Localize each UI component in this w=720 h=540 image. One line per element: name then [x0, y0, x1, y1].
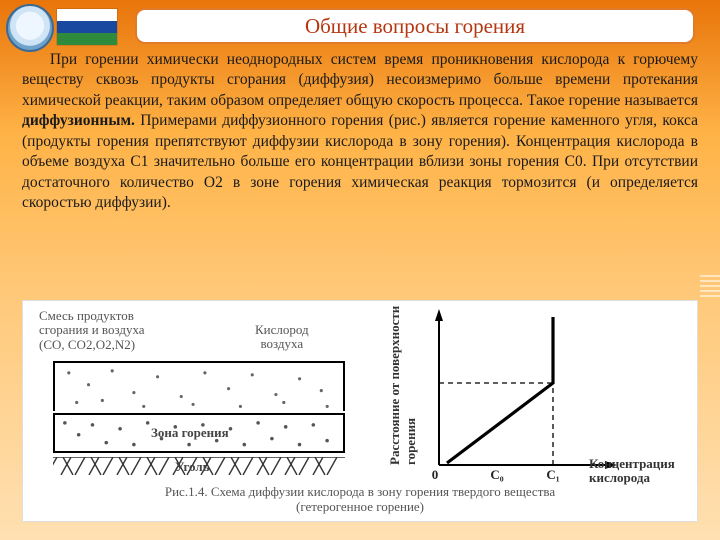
- mix-products-label: Смесь продуктов сгорания и воздуха (СО, …: [39, 309, 145, 352]
- oxygen-air-label: Кислород воздуха: [255, 323, 309, 352]
- caption-line2: (гетерогенное горение): [296, 499, 424, 514]
- theme-edge-lines: [700, 275, 720, 305]
- slide-title: Общие вопросы горения: [135, 8, 695, 44]
- figure-caption: Рис.1.4. Схема диффузии кислорода в зону…: [23, 484, 697, 515]
- diffusion-diagram: Смесь продуктов сгорания и воздуха (СО, …: [35, 309, 365, 479]
- coal-label: Уголь: [175, 459, 210, 475]
- caption-line1: Рис.1.4. Схема диффузии кислорода в зону…: [165, 484, 555, 499]
- combustion-zone: Зона горения: [53, 413, 345, 453]
- paragraph-bold: диффузионным.: [22, 112, 135, 129]
- paragraph-pre: При горении химически неоднородных систе…: [22, 51, 698, 109]
- tick-c1: C₁: [546, 467, 559, 482]
- tick-0: 0: [432, 467, 439, 482]
- mix-zone: [53, 361, 345, 411]
- concentration-chart: 0 C₀ C₁ Расстояние от поверхности горени…: [393, 307, 681, 483]
- y-axis-label: Расстояние от поверхности горения: [387, 305, 419, 465]
- mix-zone-dots: [55, 363, 343, 412]
- combustion-zone-label: Зона горения: [151, 425, 229, 441]
- x-axis-label: Концентрация кислорода: [589, 457, 675, 484]
- figure-panel: Смесь продуктов сгорания и воздуха (СО, …: [22, 300, 698, 522]
- slide-title-text: Общие вопросы горения: [305, 14, 525, 39]
- flag-icon: [56, 8, 118, 46]
- body-paragraph: При горении химически неоднородных систе…: [22, 50, 698, 214]
- university-emblem: [6, 4, 54, 52]
- tick-c0: C₀: [490, 467, 503, 482]
